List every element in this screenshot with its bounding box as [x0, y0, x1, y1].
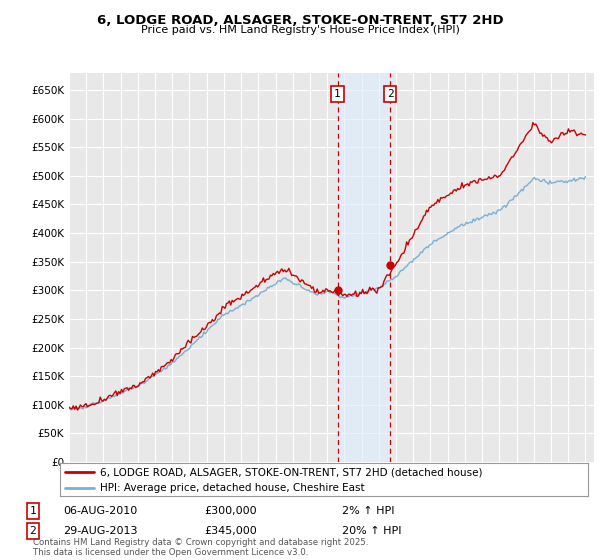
Text: 6, LODGE ROAD, ALSAGER, STOKE-ON-TRENT, ST7 2HD: 6, LODGE ROAD, ALSAGER, STOKE-ON-TRENT, … — [97, 14, 503, 27]
Text: 6, LODGE ROAD, ALSAGER, STOKE-ON-TRENT, ST7 2HD (detached house): 6, LODGE ROAD, ALSAGER, STOKE-ON-TRENT, … — [100, 467, 482, 477]
Text: 20% ↑ HPI: 20% ↑ HPI — [342, 526, 401, 536]
Text: 06-AUG-2010: 06-AUG-2010 — [63, 506, 137, 516]
Text: 2% ↑ HPI: 2% ↑ HPI — [342, 506, 395, 516]
Text: £300,000: £300,000 — [204, 506, 257, 516]
Text: Price paid vs. HM Land Registry's House Price Index (HPI): Price paid vs. HM Land Registry's House … — [140, 25, 460, 35]
Text: 1: 1 — [334, 89, 341, 99]
Text: 2: 2 — [29, 526, 37, 536]
Text: 1: 1 — [29, 506, 37, 516]
Text: 29-AUG-2013: 29-AUG-2013 — [63, 526, 137, 536]
Text: 2: 2 — [387, 89, 394, 99]
Text: £345,000: £345,000 — [204, 526, 257, 536]
Text: Contains HM Land Registry data © Crown copyright and database right 2025.
This d: Contains HM Land Registry data © Crown c… — [33, 538, 368, 557]
Text: HPI: Average price, detached house, Cheshire East: HPI: Average price, detached house, Ches… — [100, 483, 364, 493]
Bar — [338, 73, 390, 462]
